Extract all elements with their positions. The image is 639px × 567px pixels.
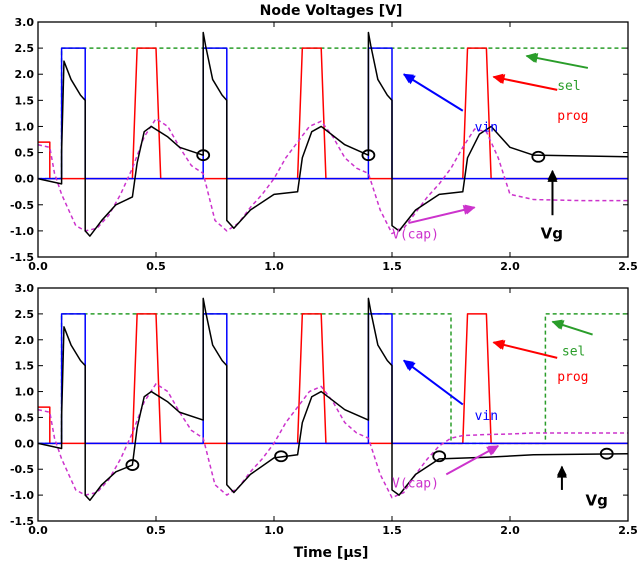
panel-1-label-prog: prog bbox=[557, 109, 588, 124]
panel-1-arrowhead-vcap bbox=[462, 205, 475, 215]
panel-2-axes-frame bbox=[37, 287, 629, 522]
panel-2-label-vg: Vg bbox=[586, 491, 608, 509]
panel-1-label-vg: Vg bbox=[541, 225, 563, 243]
panel-2-circle-marker bbox=[274, 450, 288, 463]
bottom-panel: 0.0 0.5 1.0 1.5 2.0 2.5 -1.5 -1.0 -0.5 0.0 0.5 1.0 1… bbox=[10, 282, 638, 537]
panel-1-circle-marker bbox=[531, 150, 546, 163]
panel-2-plot-area bbox=[38, 288, 628, 521]
panel-2-arrowhead-prog bbox=[493, 340, 506, 350]
panel-1-plot-area bbox=[38, 22, 628, 257]
panel-2-x-tick-label: 0.5 bbox=[146, 524, 166, 537]
panel-1-x-tick-label: 0.5 bbox=[146, 260, 166, 273]
panel-1-label-vcap: V(cap) bbox=[392, 228, 439, 243]
panel-1-y-tick-label: -0.5 bbox=[10, 199, 34, 212]
panel-1-circle-marker bbox=[196, 149, 211, 162]
panel-2-label-vin: vin bbox=[475, 409, 498, 424]
panel-2-series-vin bbox=[38, 313, 628, 445]
panel-2-y-tick-label: 3.0 bbox=[15, 282, 35, 295]
panel-2-x-tick-label: 2.5 bbox=[618, 524, 638, 537]
panel-2-circle-marker bbox=[432, 450, 447, 463]
panel-1-label-vin: vin bbox=[475, 121, 498, 136]
panel-2-x-tick-label: 2.0 bbox=[500, 524, 520, 537]
panel-1-y-tick-label: 2.5 bbox=[15, 42, 35, 55]
panel-1-y-tick-label: 0.0 bbox=[15, 173, 35, 186]
panel-2-y-tick-label: 1.0 bbox=[15, 386, 35, 399]
panel-1-y-tick-label: 1.0 bbox=[15, 120, 35, 133]
chart-title: Node Voltages [V] bbox=[260, 3, 403, 19]
panel-1-series-vcap bbox=[38, 117, 628, 235]
panel-2-circle-marker bbox=[125, 459, 140, 471]
panel-1-x-tick-label: 1.5 bbox=[382, 260, 402, 273]
panel-1-x-tick-label: 0.0 bbox=[28, 260, 48, 273]
panel-1-y-tick-label: -1.0 bbox=[10, 225, 34, 238]
panel-2-series-vg bbox=[38, 297, 628, 502]
panel-1-axes-frame bbox=[37, 21, 629, 258]
panel-1-y-tick-label: 1.5 bbox=[15, 94, 35, 107]
panel-2-arrowhead-vg bbox=[556, 466, 567, 478]
panel-1-x-tick-label: 2.5 bbox=[618, 260, 638, 273]
panel-1-label-sel: sel bbox=[557, 79, 580, 94]
panel-1-series-vg bbox=[38, 31, 628, 237]
panel-1-series-sel bbox=[38, 47, 628, 180]
panel-2-arrowhead-vin bbox=[403, 360, 416, 372]
top-panel: 0.0 0.5 1.0 1.5 2.0 2.5 -1.5 -1.0 -0.5 0.0 0.5 1.0 1… bbox=[10, 16, 638, 273]
panel-1-y-tick-label: 0.5 bbox=[15, 147, 35, 160]
panel-2-label-vcap: V(cap) bbox=[392, 476, 439, 491]
panel-2-circle-marker bbox=[599, 447, 614, 460]
panel-1-arrowhead-prog bbox=[493, 74, 506, 84]
panel-1-series-vin bbox=[38, 47, 628, 180]
panel-2-y-tick-label: -0.5 bbox=[10, 463, 34, 476]
panel-2-y-tick-label: -1.5 bbox=[10, 515, 34, 528]
panel-1-arrow-vin bbox=[402, 73, 464, 112]
panel-2-label-sel: sel bbox=[562, 344, 585, 359]
panel-1-arrowhead-sel bbox=[526, 53, 539, 63]
panel-1-arrowhead-vin bbox=[403, 74, 416, 85]
panel-1-circle-marker bbox=[361, 149, 376, 162]
panel-1-arrow-vcap bbox=[408, 204, 476, 225]
panel-1-x-tick-label: 1.0 bbox=[264, 260, 284, 273]
panel-2-x-tick-label: 0.0 bbox=[28, 524, 48, 537]
panel-2-arrowhead-vcap bbox=[486, 445, 499, 456]
panel-1-x-tick-label: 2.0 bbox=[500, 260, 520, 273]
x-axis-label: Time [µs] bbox=[294, 545, 369, 561]
panel-2-label-prog: prog bbox=[557, 370, 588, 385]
panel-2-y-tick-label: -1.0 bbox=[10, 489, 34, 502]
panel-2-y-tick-label: 2.5 bbox=[15, 308, 35, 321]
panel-1-y-tick-label: 3.0 bbox=[15, 16, 35, 29]
panel-2-x-tick-label: 1.5 bbox=[382, 524, 402, 537]
panel-2-y-tick-label: 2.0 bbox=[15, 334, 35, 347]
panel-2-x-tick-label: 1.0 bbox=[264, 524, 284, 537]
panel-1-y-tick-label: 2.0 bbox=[15, 68, 35, 81]
panel-1-arrowhead-vg bbox=[547, 170, 558, 182]
panel-2-y-tick-label: 0.0 bbox=[15, 437, 35, 450]
panel-2-y-tick-label: 0.5 bbox=[15, 411, 35, 424]
panel-2-y-tick-label: 1.5 bbox=[15, 360, 35, 373]
panel-2-arrowhead-sel bbox=[552, 320, 565, 330]
panel-2-series-vcap bbox=[38, 383, 628, 499]
panel-1-y-tick-label: -1.5 bbox=[10, 251, 34, 264]
panel-2-arrow-vin bbox=[402, 359, 464, 406]
